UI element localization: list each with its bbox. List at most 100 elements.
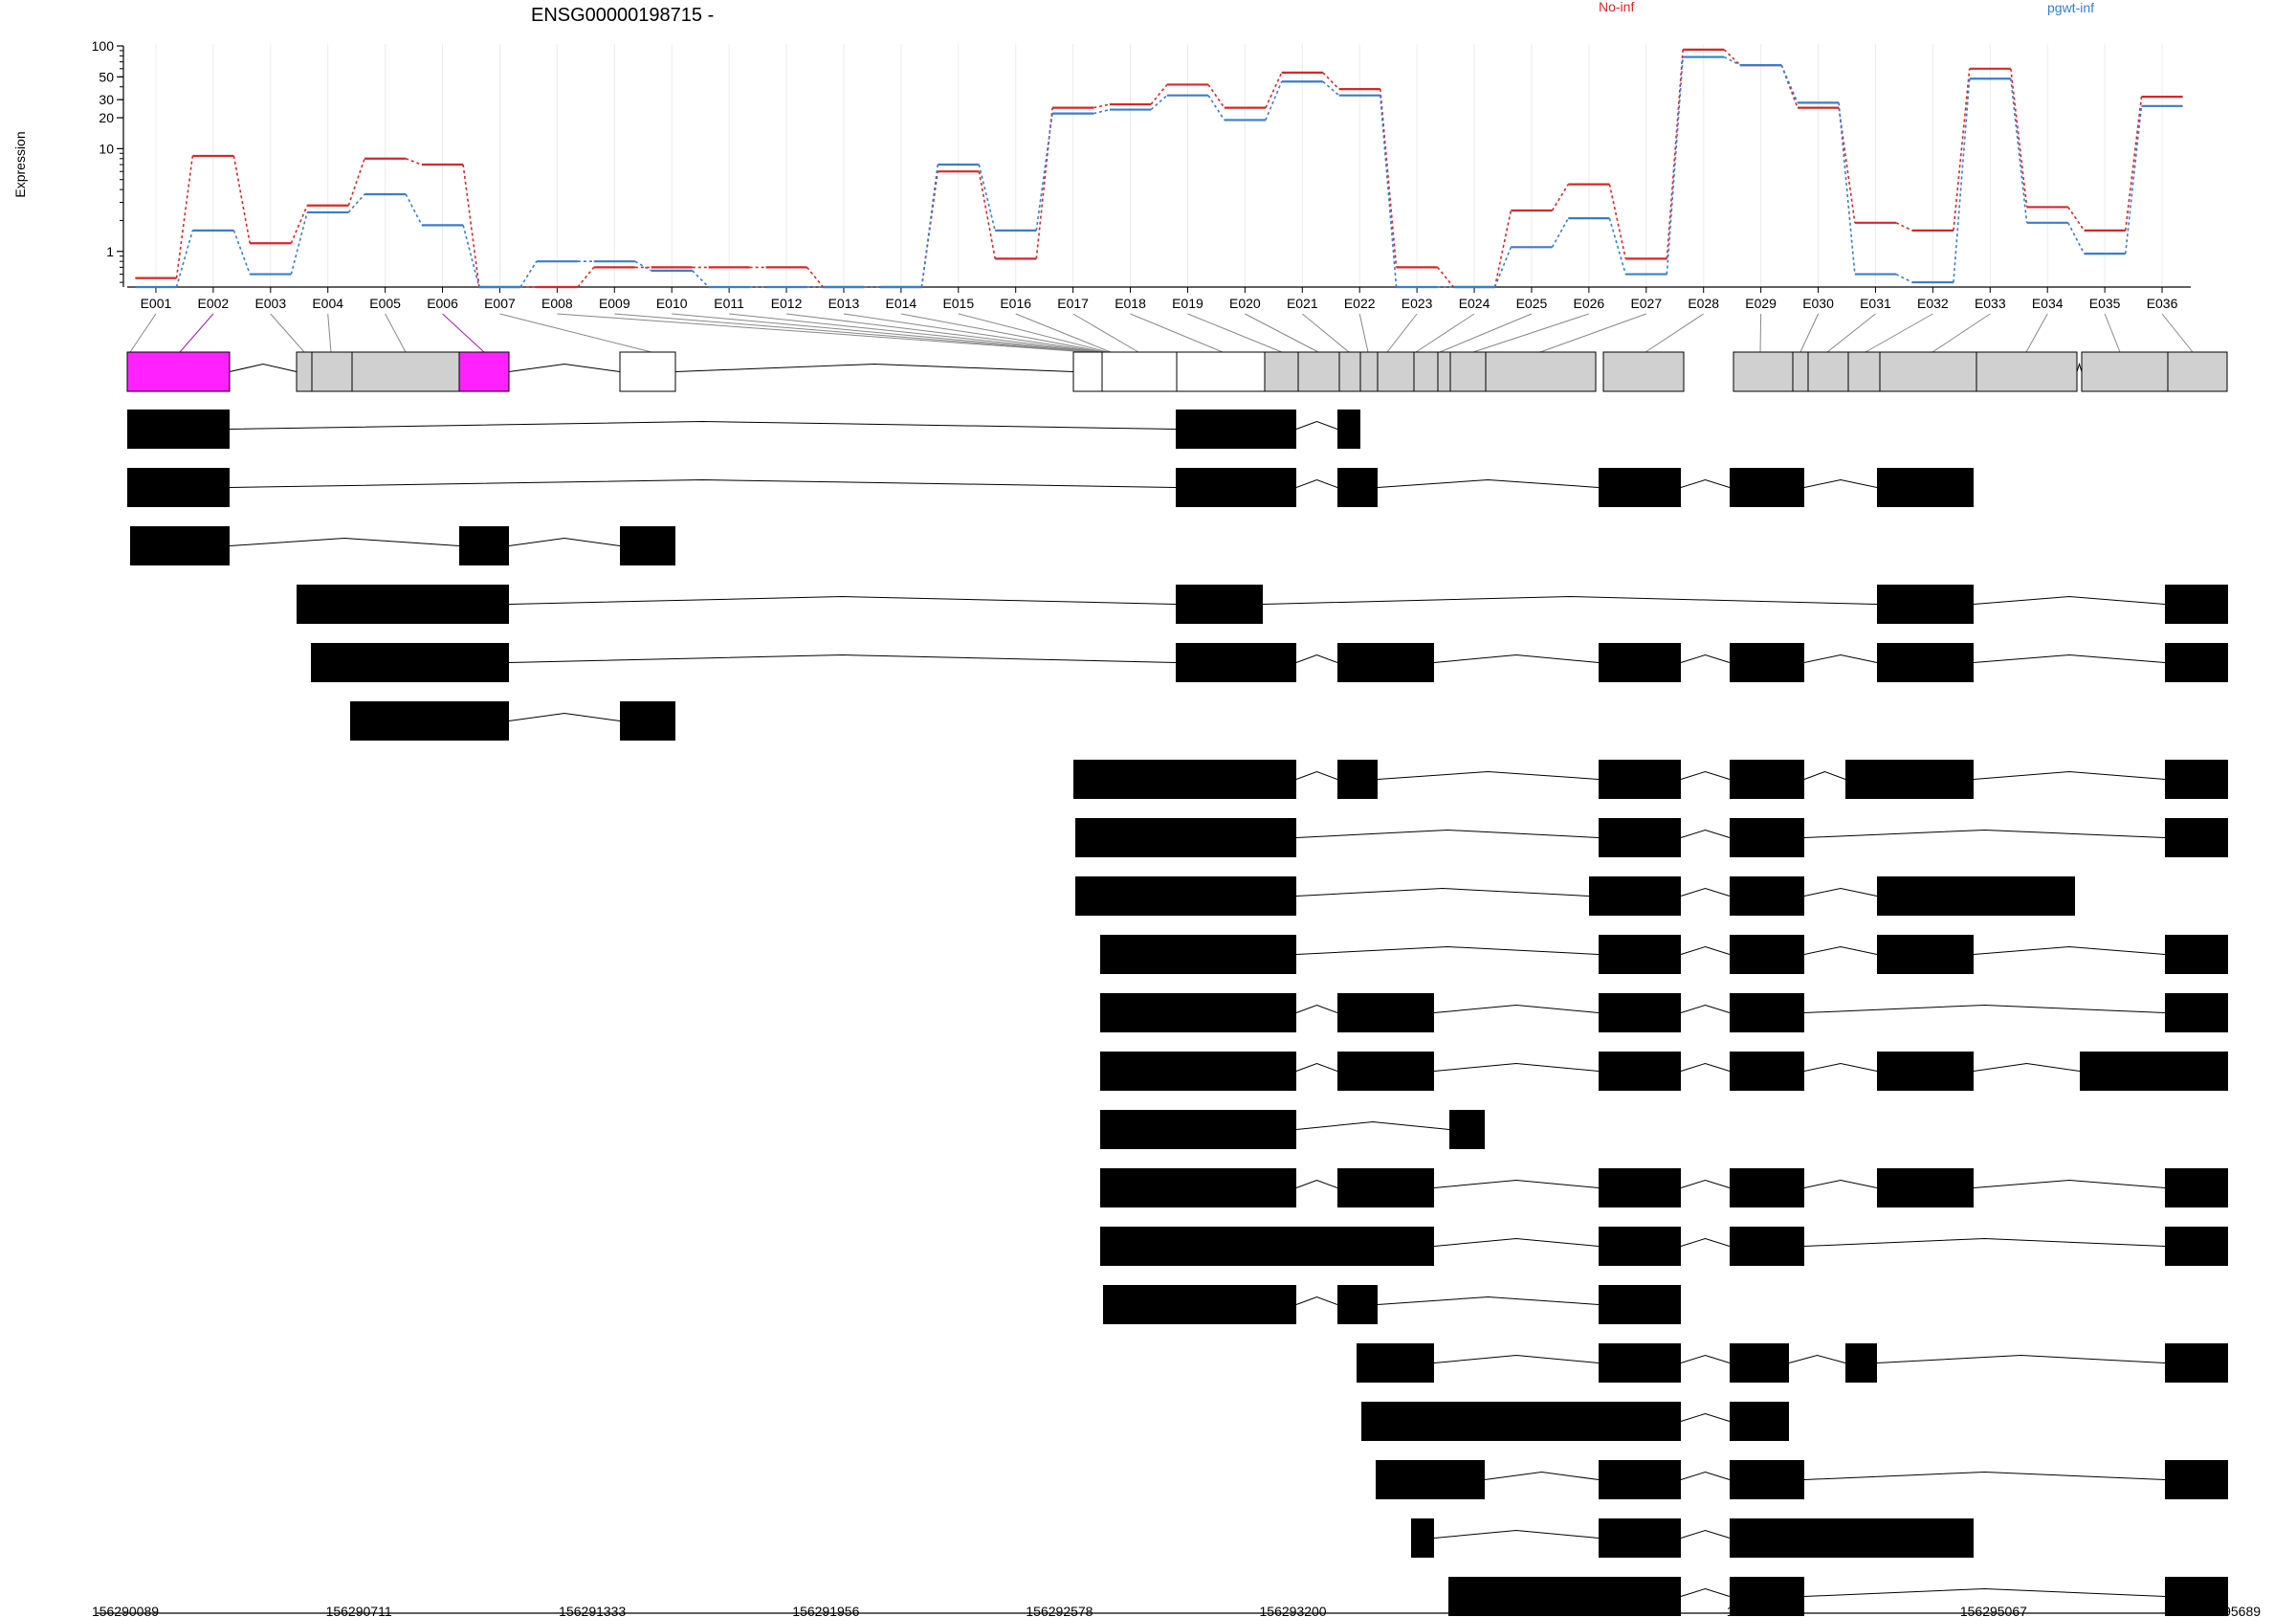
exon-connector (1301, 313, 1350, 353)
exon-model-box (1976, 351, 2078, 392)
exon-connector (1826, 313, 1876, 353)
series-connector (1322, 80, 1340, 97)
transcript-exon (1337, 1285, 1378, 1324)
transcript-exon (2165, 1343, 2228, 1383)
transcript-exon (1877, 1168, 1974, 1207)
transcript-exon (1730, 1168, 1804, 1207)
x-tick-label: E035 (2089, 296, 2121, 311)
series-connector (1895, 222, 1913, 232)
transcript-intron (1433, 1062, 1600, 1072)
genomic-tick-label: 156295689 (2194, 1604, 2261, 1617)
transcript-exon (1877, 935, 1974, 974)
transcript-intron (1973, 595, 2166, 605)
transcript-intron (1433, 1004, 1600, 1013)
transcript-intron (1433, 653, 1600, 663)
x-tick-label: E007 (484, 296, 516, 311)
transcript-intron (1803, 1062, 1878, 1072)
exon-connector (327, 313, 332, 353)
transcript-exon (1599, 1518, 1681, 1558)
x-tick-label: E010 (656, 296, 688, 311)
x-tick-label: E026 (1574, 296, 1605, 311)
exon-connector (270, 313, 305, 353)
transcript-exon (127, 468, 230, 507)
series-connector (347, 158, 365, 207)
exon-model-box (1338, 351, 1361, 392)
transcript-exon (2165, 760, 2228, 799)
series-connector (462, 225, 480, 288)
exon-connector (2104, 313, 2121, 353)
transcript-exon (1730, 876, 1804, 916)
transcript-intron (1295, 945, 1600, 955)
x-tick-label: E020 (1229, 296, 1261, 311)
transcript-intron (1680, 887, 1731, 897)
transcript-exon (1599, 1052, 1681, 1091)
transcript-exon (1730, 818, 1804, 857)
transcript-exon (2165, 1577, 2228, 1616)
exon-model-box (296, 351, 314, 392)
transcript-intron (1803, 1004, 2166, 1013)
transcript-models (127, 410, 2228, 1616)
exon-connector (1245, 313, 1319, 353)
merged-gene-model (126, 351, 2228, 392)
exon-connector (1439, 313, 1533, 353)
exon-model-box (1602, 351, 1685, 392)
transcript-exon (1176, 585, 1263, 624)
series-connector (1666, 56, 1684, 275)
transcript-exon (297, 585, 509, 624)
exon-connector (2161, 313, 2194, 353)
y-tick-label: 50 (99, 69, 114, 84)
x-axis: E001 E002 E003 E004 E005 E006 E007 E008 E009 E010… (127, 286, 2191, 311)
exon-connector (729, 313, 1097, 353)
transcript-exon (1357, 1343, 1434, 1383)
transcript-intron (1295, 770, 1338, 780)
transcript-intron (1680, 1529, 1731, 1539)
series-connector (1551, 217, 1570, 248)
series-connector (1265, 72, 1283, 108)
exon-model-box (1297, 351, 1340, 392)
genomic-axis: 156290089 156290711 156291333 156291956 1562… (92, 1604, 2261, 1617)
transcript-exon (1599, 993, 1681, 1032)
transcript-exon (1100, 935, 1296, 974)
x-tick-label: E019 (1172, 296, 1203, 311)
series-connector (175, 155, 194, 278)
exon-model-box (1176, 351, 1266, 392)
transcript-intron (1295, 1296, 1338, 1305)
transcript-intron (1295, 420, 1338, 430)
transcript-exon (2165, 935, 2228, 974)
series-connector (634, 260, 652, 272)
exon-connector (129, 313, 157, 353)
exon-connector (1072, 313, 1139, 353)
series-connector (1379, 89, 1398, 268)
series-connector (405, 158, 423, 166)
series-connector (2067, 222, 2086, 255)
transcript-exon (1599, 1227, 1681, 1266)
transcript-intron (1295, 1004, 1338, 1013)
x-tick-label: E016 (1000, 296, 1031, 311)
transcript-intron (508, 537, 621, 546)
transcript-intron (1680, 1179, 1731, 1188)
x-tick-label: E013 (828, 296, 860, 311)
x-tick-label: E004 (312, 296, 343, 311)
series-connector (1265, 80, 1283, 121)
series-connector (2124, 97, 2143, 231)
transcript-exon (130, 526, 230, 565)
transcript-exon (1730, 1227, 1804, 1266)
transcript-exon (2165, 1168, 2228, 1207)
transcript-exon (1730, 643, 1804, 682)
exon-model-box (2167, 351, 2228, 392)
transcript-exon (1730, 468, 1804, 507)
x-tick-label: E029 (1745, 296, 1777, 311)
exon-connector (843, 313, 1103, 353)
transcript-exon (1075, 876, 1296, 916)
genomic-tick-label: 156293822 (1493, 1604, 1560, 1617)
x-tick-label: E023 (1402, 296, 1433, 311)
exon-model-box (311, 351, 353, 392)
series-connector (1093, 103, 1111, 109)
exon-model-box (458, 351, 510, 392)
series-connector (978, 171, 996, 259)
x-tick-label: E022 (1344, 296, 1376, 311)
transcript-intron (1295, 1120, 1450, 1130)
transcript-exon (1845, 760, 1974, 799)
transcript-exon (1337, 1052, 1434, 1091)
transcript-exon (1100, 1110, 1296, 1149)
